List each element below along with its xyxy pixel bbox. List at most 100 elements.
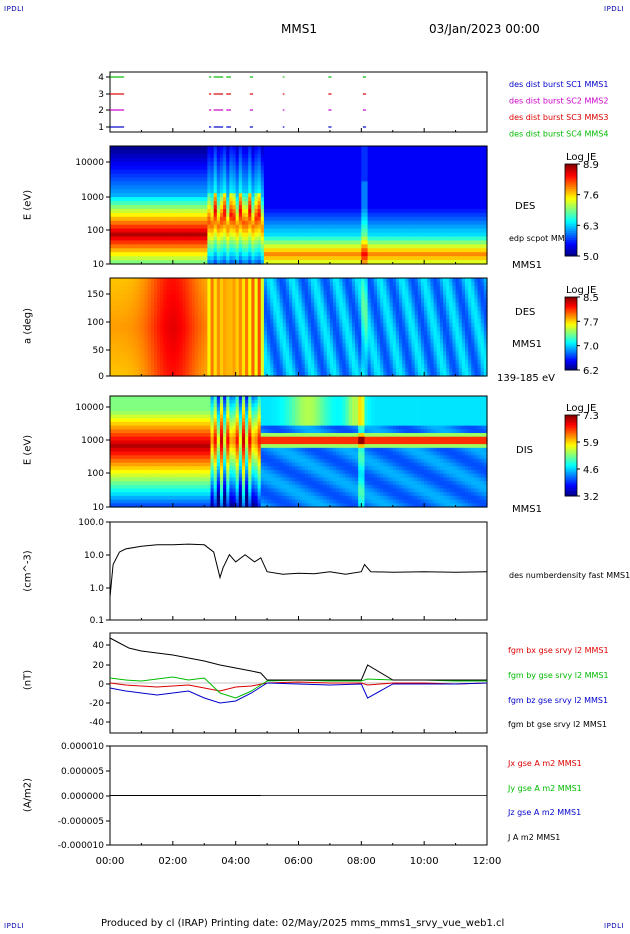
des-energy-cell xyxy=(395,244,400,249)
des-energy-cell xyxy=(358,240,362,245)
des-pitch-cell xyxy=(204,294,208,300)
des-energy-cell xyxy=(468,197,472,202)
des-energy-cell xyxy=(147,244,152,249)
des-pitch-cell xyxy=(207,367,212,373)
des-energy-cell xyxy=(436,220,441,226)
des-energy-cell xyxy=(345,252,350,257)
des-energy-cell xyxy=(144,252,149,257)
des-energy-cell xyxy=(125,149,130,155)
des-energy-cell xyxy=(245,157,249,163)
des-energy-cell xyxy=(285,149,290,155)
des-energy-cell xyxy=(329,189,334,194)
des-energy-cell xyxy=(443,240,447,245)
des-energy-cell xyxy=(386,146,391,151)
des-pitch-cell xyxy=(182,290,186,295)
des-energy-cell xyxy=(235,252,240,257)
des-pitch-cell xyxy=(116,347,121,353)
des-energy-cell xyxy=(279,201,284,206)
des-pitch-cell xyxy=(125,339,130,344)
des-energy-cell xyxy=(477,244,482,249)
des-energy-cell xyxy=(153,260,158,265)
des-pitch-cell xyxy=(163,335,168,340)
des-energy-cell xyxy=(314,165,318,171)
des-energy-cell xyxy=(166,224,171,230)
des-energy-cell xyxy=(223,252,227,257)
des-energy-cell xyxy=(251,153,256,159)
des-energy-cell xyxy=(408,232,413,238)
des-energy-cell xyxy=(289,216,293,222)
des-pitch-cell xyxy=(125,335,130,340)
des-energy-cell xyxy=(150,260,155,265)
des-energy-cell xyxy=(125,157,130,163)
des-energy-cell xyxy=(452,252,457,257)
des-pitch-cell xyxy=(267,282,271,287)
des-pitch-cell xyxy=(110,322,114,328)
des-energy-cell xyxy=(179,244,183,249)
des-energy-cell xyxy=(301,205,306,210)
des-energy-cell xyxy=(326,252,331,257)
des-energy-cell xyxy=(455,173,460,179)
des-energy-cell xyxy=(465,193,469,198)
des-energy-cell xyxy=(461,201,466,206)
des-pitch-cell xyxy=(229,327,234,332)
des-energy-cell xyxy=(370,260,375,265)
des-pitch-cell xyxy=(207,314,212,320)
des-energy-cell xyxy=(301,169,306,175)
des-energy-cell xyxy=(273,212,278,218)
des-energy-cell xyxy=(408,216,413,222)
des-pitch-cell xyxy=(241,363,246,369)
des-energy-cell xyxy=(257,252,262,257)
des-energy-cell xyxy=(399,260,403,265)
des-pitch-cell xyxy=(270,318,274,324)
des-energy-cell xyxy=(257,181,262,186)
des-energy-cell xyxy=(279,173,284,179)
des-pitch-cell xyxy=(238,318,243,324)
des-pitch-cell xyxy=(260,314,265,320)
des-energy-cell xyxy=(179,149,183,155)
des-pitch-cell xyxy=(273,302,278,308)
des-energy-cell xyxy=(443,189,447,194)
des-energy-cell xyxy=(273,177,278,182)
des-energy-cell xyxy=(411,173,416,179)
des-pitch-cell xyxy=(125,371,130,377)
des-energy-cell xyxy=(138,256,143,261)
des-energy-cell xyxy=(414,149,419,155)
des-energy-cell xyxy=(141,244,146,249)
des-pitch-cell xyxy=(267,331,271,336)
des-energy-cell xyxy=(131,208,136,214)
des-pitch-cell xyxy=(270,310,274,316)
des-energy-cell xyxy=(417,260,422,265)
des-energy-cell xyxy=(119,169,124,175)
des-energy-cell xyxy=(166,185,171,190)
des-pitch-cell xyxy=(229,355,234,361)
des-energy-cell xyxy=(157,212,161,218)
des-energy-cell xyxy=(345,220,350,226)
des-energy-cell xyxy=(455,256,460,261)
des-pitch-cell xyxy=(144,343,149,349)
des-energy-cell xyxy=(138,185,143,190)
des-pitch-cell xyxy=(229,294,234,300)
des-energy-cell xyxy=(223,220,227,226)
des-energy-cell xyxy=(399,240,403,245)
des-energy-cell xyxy=(477,149,482,155)
des-energy-cell xyxy=(449,224,454,230)
des-energy-cell xyxy=(122,161,127,167)
des-pitch-cell xyxy=(144,339,149,344)
des-energy-cell xyxy=(135,248,139,253)
des-energy-cell xyxy=(150,177,155,182)
des-energy-cell xyxy=(301,165,306,171)
des-energy-cell xyxy=(169,201,174,206)
des-energy-cell xyxy=(289,165,293,171)
des-energy-cell xyxy=(477,189,482,194)
des-pitch-cell xyxy=(135,327,139,332)
des-energy-cell xyxy=(188,189,193,194)
des-energy-cell xyxy=(292,240,296,245)
des-pitch-cell xyxy=(216,339,221,344)
des-pitch-cell xyxy=(182,343,186,349)
des-energy-cell xyxy=(421,240,425,245)
des-pitch-cell xyxy=(141,322,146,328)
des-energy-cell xyxy=(257,256,262,261)
des-energy-cell xyxy=(298,216,303,222)
des-energy-cell xyxy=(446,161,450,167)
des-energy-cell xyxy=(471,149,476,155)
